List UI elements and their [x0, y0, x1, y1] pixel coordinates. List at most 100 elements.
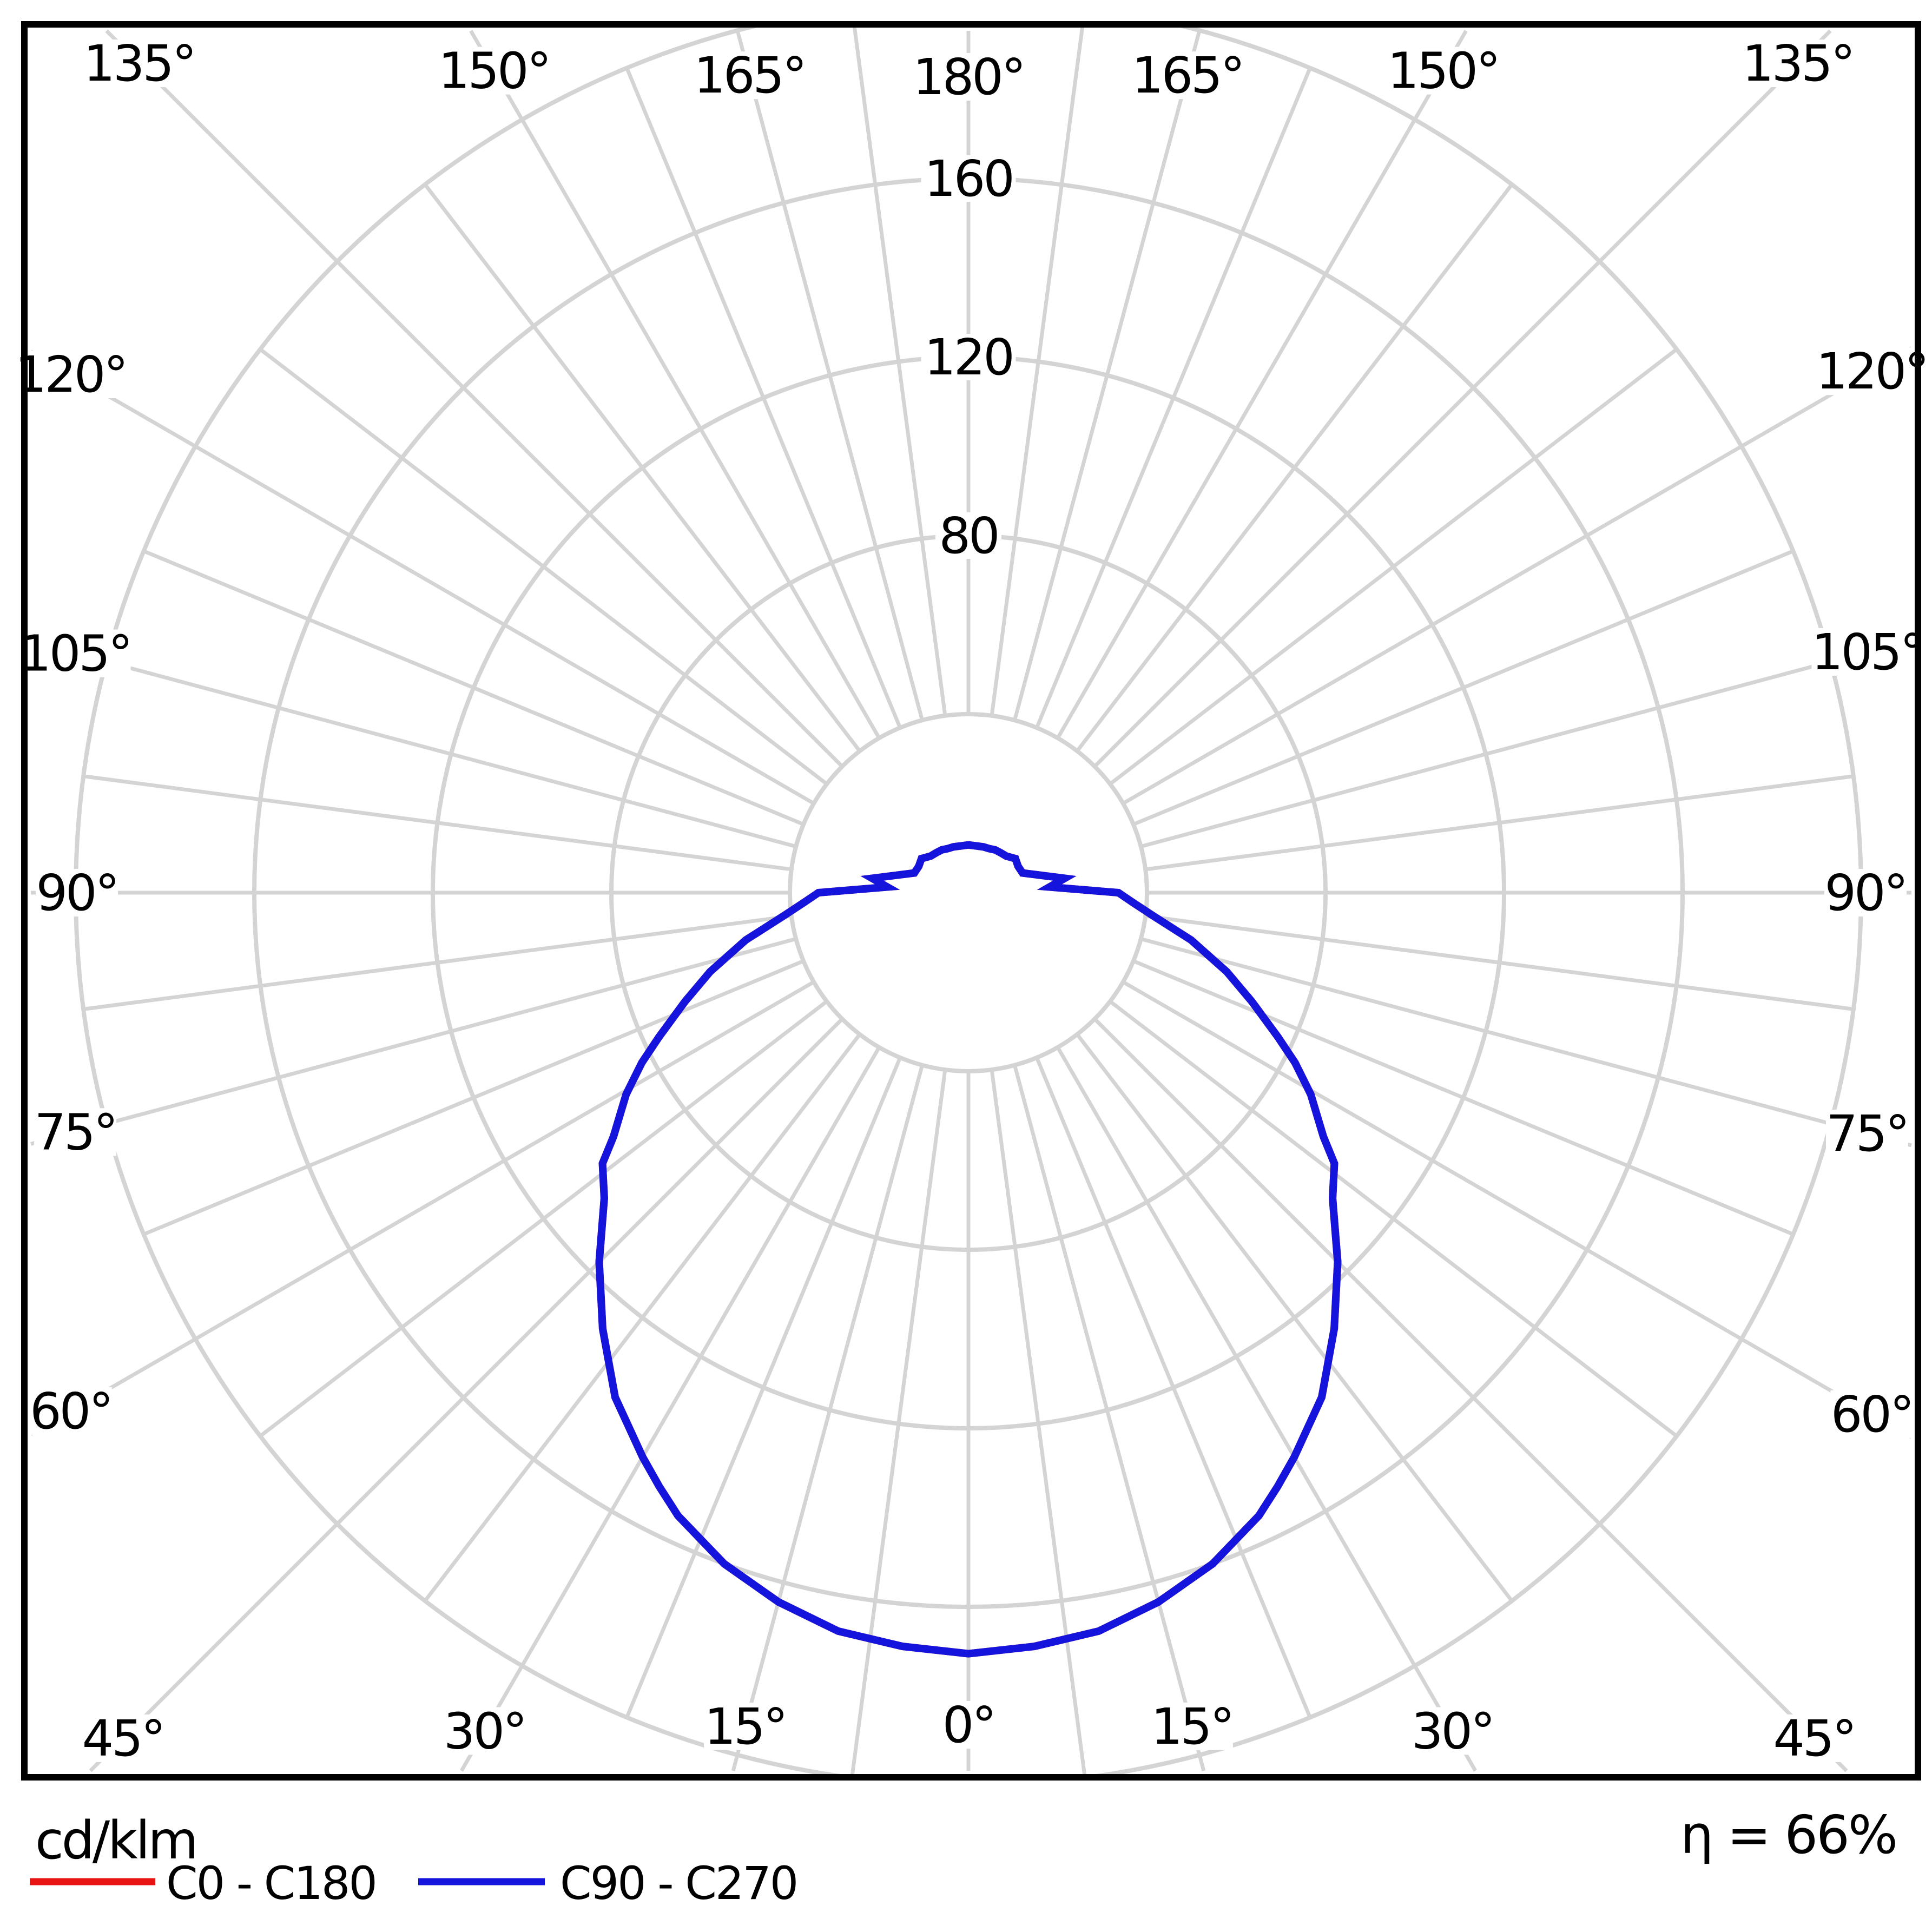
grid-spoke--172.5 — [852, 28, 947, 716]
ring-label: 120 — [924, 328, 1013, 386]
grid-spoke--15 — [731, 1064, 924, 1771]
angle-label-mask — [1816, 347, 1927, 395]
angle-label-mask — [1772, 1714, 1855, 1762]
ring-label-mask — [935, 512, 1001, 559]
grid-spoke--22.5 — [625, 1057, 902, 1718]
grid-spoke-15 — [1013, 1064, 1206, 1771]
grid-spoke--30 — [459, 1046, 881, 1772]
angle-label: 90° — [36, 864, 117, 922]
angle-label-mask — [1150, 1702, 1233, 1750]
angle-label-mask — [1830, 1390, 1913, 1438]
angle-label-mask — [19, 629, 131, 677]
angle-label-mask — [1411, 1707, 1494, 1755]
angle-label: 75° — [35, 1103, 116, 1161]
grid-spoke-45 — [1093, 1017, 1848, 1772]
angle-label: 180° — [913, 48, 1024, 106]
grid-spoke-52.5 — [1109, 1000, 1678, 1438]
grid-spoke--135 — [105, 29, 844, 768]
plot-border — [21, 21, 1921, 1781]
angle-label: 90° — [1824, 864, 1906, 922]
angle-label-mask — [15, 350, 127, 398]
angle-label-mask — [82, 1714, 164, 1762]
angle-label: 45° — [82, 1710, 164, 1768]
grid-spoke-7.5 — [990, 1069, 1086, 1774]
grid-spoke--142.5 — [423, 183, 861, 753]
intensity-curves — [595, 841, 1342, 1658]
angle-label: 105° — [19, 625, 131, 683]
grid-spoke-60 — [1122, 980, 1913, 1439]
angle-label: 15° — [1151, 1698, 1232, 1756]
grid-spoke--75 — [30, 937, 797, 1146]
grid-spoke-75 — [1140, 937, 1912, 1148]
grid-spoke--45 — [89, 1017, 844, 1772]
angle-label-mask — [1742, 39, 1854, 88]
legend-label-c90-c270: C90 - C270 — [560, 1857, 797, 1910]
grid-spoke--105 — [30, 639, 797, 848]
angle-label: 60° — [30, 1382, 111, 1440]
grid-spoke-150 — [1056, 30, 1468, 739]
angle-label-mask — [941, 1701, 995, 1749]
angle-label: 45° — [1773, 1710, 1855, 1768]
angle-label: 150° — [438, 42, 550, 100]
angle-label-mask — [83, 39, 195, 88]
units-label: cd/klm — [35, 1810, 196, 1871]
grid-spoke-97.5 — [1145, 774, 1854, 872]
angle-label-mask — [29, 1387, 112, 1435]
grid-spoke-157.5 — [1035, 67, 1312, 729]
grid-spoke--7.5 — [850, 1069, 947, 1774]
legend-label-c0-c180: C0 - C180 — [166, 1857, 376, 1910]
angle-label-mask — [36, 869, 118, 916]
polar-grid — [30, 28, 1913, 1774]
angle-label: 165° — [1132, 47, 1243, 104]
angle-label: 15° — [704, 1698, 786, 1756]
angle-label: 60° — [1831, 1386, 1913, 1443]
ring-label: 80 — [939, 507, 998, 565]
angle-label-mask — [694, 51, 805, 100]
angle-label: 105° — [1811, 623, 1923, 681]
angle-label: 0° — [942, 1696, 995, 1754]
ring-label-mask — [921, 334, 1016, 380]
grid-spoke-165 — [1013, 30, 1202, 721]
grid-spoke-127.5 — [1109, 347, 1678, 786]
angle-label-mask — [438, 47, 550, 95]
ring-label-mask — [921, 155, 1016, 202]
grid-spoke--165 — [735, 30, 924, 721]
grid-spoke-172.5 — [990, 28, 1085, 716]
grid-spoke-37.5 — [1076, 1033, 1514, 1603]
grid-spoke-67.5 — [1132, 959, 1794, 1236]
angle-label: 30° — [1412, 1702, 1493, 1760]
grid-spoke-135 — [1093, 29, 1832, 768]
grid-spoke--52.5 — [259, 1000, 828, 1438]
grid-spoke--120 — [30, 350, 815, 806]
angle-label-mask — [1387, 47, 1499, 95]
angle-label-mask — [704, 1702, 787, 1750]
grid-spoke-22.5 — [1035, 1057, 1312, 1718]
angle-label-mask — [1811, 628, 1923, 676]
angle-label: 75° — [1826, 1105, 1908, 1163]
grid-spoke-82.5 — [1145, 914, 1854, 1011]
grid-spoke-105 — [1140, 638, 1912, 848]
grid-spoke--37.5 — [423, 1033, 861, 1603]
grid-spoke--60 — [30, 980, 815, 1436]
grid-spoke--157.5 — [625, 67, 902, 729]
angle-label: 120° — [15, 346, 127, 404]
grid-spoke--127.5 — [259, 347, 828, 786]
angle-label-mask — [1824, 869, 1907, 916]
grid-spoke-30 — [1056, 1046, 1478, 1772]
angle-label-mask — [913, 53, 1024, 101]
angle-label: 150° — [1387, 42, 1499, 100]
grid-spoke--67.5 — [143, 959, 805, 1236]
angle-label: 30° — [444, 1702, 525, 1760]
grid-spoke-120 — [1122, 346, 1913, 806]
grid-spoke--97.5 — [83, 774, 792, 872]
angle-label-mask — [1825, 1110, 1908, 1158]
axis-labels: 165° 150° 135° 120° 105° 90° 75° 60° 45° 30° 15° 0°… — [15, 35, 1929, 1768]
angle-label: 120° — [1816, 342, 1928, 400]
angle-label: 135° — [83, 35, 195, 93]
legend: cd/klm η = 66% C0 - C180 C90 - C270 — [30, 1804, 1898, 1910]
grid-spoke--112.5 — [143, 549, 805, 826]
angle-label: 165° — [694, 47, 805, 104]
angle-label-mask — [443, 1707, 526, 1755]
